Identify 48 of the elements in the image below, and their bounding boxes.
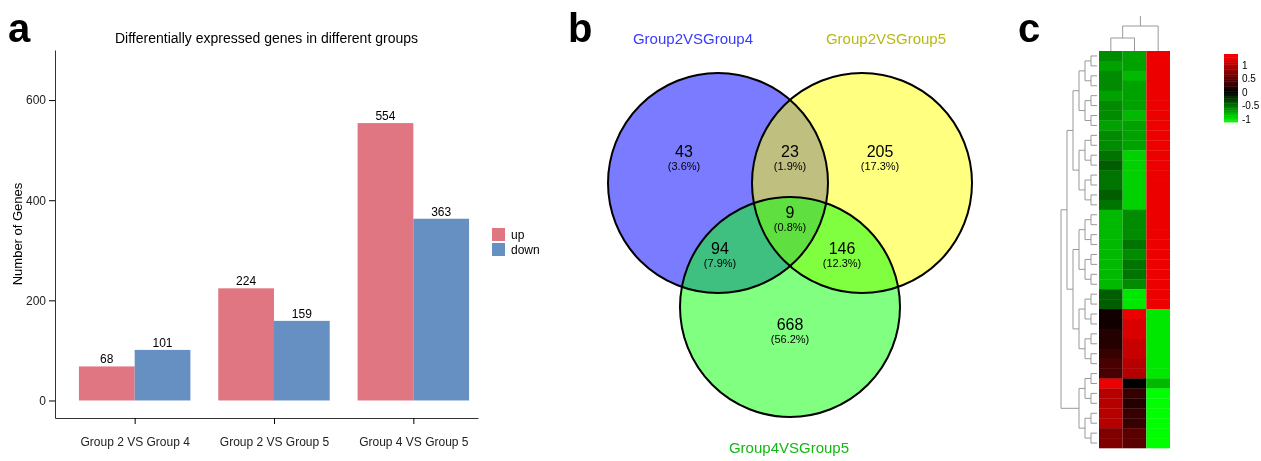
text: (56.2%) (770, 333, 810, 345)
text: (12.3%) (822, 257, 862, 269)
legend-label: down (511, 243, 540, 257)
text: (3.6%) (667, 160, 701, 172)
x-tick-label: Group 2 VS Group 5 (219, 435, 330, 450)
text: 23 (781, 143, 799, 160)
color-bar-label: 0 (1242, 86, 1248, 98)
text: 205 (866, 143, 894, 160)
legend-label: up (511, 228, 525, 242)
chart-title: Differentially expressed genes in different groups (115, 30, 418, 46)
x-tick-label: Group 2 VS Group 4 (80, 435, 191, 450)
bar (134, 349, 191, 401)
text: (1.9%) (773, 160, 807, 172)
text: (7.9%) (703, 257, 737, 269)
text: 94 (711, 240, 729, 257)
data-label: 554 (375, 109, 396, 124)
text: b (568, 6, 593, 50)
y-axis-title: Number of Genes (10, 182, 25, 286)
text: c (1018, 6, 1041, 50)
text: Group4VSGroup5 (728, 439, 850, 456)
color-bar-label: -0.5 (1242, 100, 1260, 112)
bar (274, 320, 330, 401)
bar (78, 366, 135, 401)
text: 9 (785, 204, 795, 221)
text: (17.3%) (860, 160, 900, 172)
data-label: 101 (152, 335, 173, 350)
text: 668 (776, 316, 804, 333)
y-tick-label: 200 (25, 293, 47, 308)
color-bar-label: 1 (1242, 59, 1248, 71)
text: a (8, 6, 31, 50)
data-label: 363 (431, 204, 452, 219)
text: (0.8%) (773, 221, 807, 233)
y-tick-label: 400 (25, 193, 47, 208)
data-label: 68 (100, 352, 114, 367)
y-tick-label: 0 (39, 393, 47, 408)
text: Group2VSGroup5 (825, 30, 947, 47)
data-label: 224 (236, 274, 257, 289)
text: 43 (675, 143, 693, 160)
data-label: 159 (291, 306, 313, 321)
text: 146 (828, 240, 856, 257)
bar (357, 123, 414, 401)
color-bar-label: -1 (1242, 113, 1252, 125)
x-tick-label: Group 4 VS Group 5 (359, 435, 469, 450)
y-tick-label: 600 (25, 93, 47, 108)
color-bar-label: 0.5 (1242, 73, 1257, 85)
bar (218, 288, 274, 401)
text: Group2VSGroup4 (632, 30, 754, 47)
bar (413, 218, 470, 401)
